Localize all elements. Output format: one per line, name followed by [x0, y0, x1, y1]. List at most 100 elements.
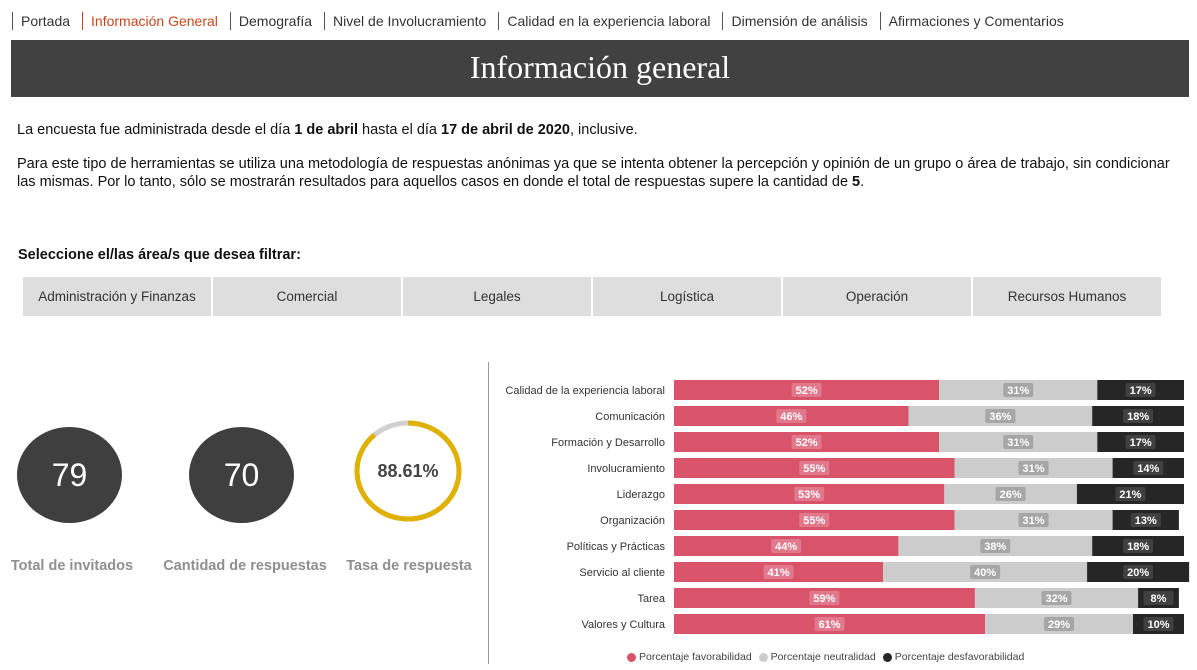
nav-tab-1[interactable]: Información General: [82, 12, 226, 30]
data-label: 13%: [1135, 515, 1157, 527]
nav-tab-0[interactable]: Portada: [12, 12, 78, 30]
legend-item: Porcentaje neutralidad: [758, 651, 876, 663]
category-label: Tarea: [637, 593, 665, 605]
bar-segment[interactable]: [939, 432, 1098, 452]
data-label: 8%: [1151, 593, 1167, 605]
intro-text: La encuesta fue administrada desde el dí…: [17, 122, 295, 138]
area-slicer: Administración y Finanzas Comercial Legale…: [23, 277, 1163, 316]
bar-segment[interactable]: [674, 484, 945, 504]
anonymity-period: .: [860, 174, 865, 190]
filter-label: Seleccione el/las área/s que desea filtr…: [18, 247, 301, 263]
data-label-background: [776, 409, 807, 423]
bar-segment[interactable]: [674, 536, 899, 556]
data-label: 52%: [796, 385, 818, 397]
kpi-tasa-label: Tasa de respuesta: [346, 558, 472, 574]
bar-segment[interactable]: [674, 432, 940, 452]
nav-tab-2[interactable]: Demografía: [229, 12, 320, 30]
data-label: 14%: [1137, 463, 1159, 475]
bar-segment[interactable]: [674, 510, 955, 530]
data-label-background: [1018, 461, 1049, 475]
data-label: 31%: [1007, 385, 1029, 397]
area-filter-button[interactable]: Recursos Humanos: [973, 277, 1161, 316]
data-label-background: [1018, 513, 1049, 527]
bar-segment[interactable]: [674, 406, 909, 426]
data-label: 41%: [768, 567, 790, 579]
nav-tab-3[interactable]: Nivel de Involucramiento: [324, 12, 494, 30]
area-filter-button[interactable]: Logística: [593, 277, 781, 316]
data-label: 55%: [803, 463, 825, 475]
data-label-background: [791, 383, 822, 397]
bar-segment[interactable]: [974, 588, 1139, 608]
data-label-background: [1143, 591, 1174, 605]
min-responses: 5: [852, 174, 861, 190]
legend-label: Porcentaje favorabilidad: [639, 651, 752, 663]
data-label-background: [814, 617, 845, 631]
bar-segment[interactable]: [1092, 536, 1184, 556]
bar-segment[interactable]: [674, 562, 884, 582]
anonymity-description: Para este tipo de herramientas se utiliz…: [17, 156, 1170, 190]
bar-segment[interactable]: [1087, 562, 1190, 582]
bar-segment[interactable]: [944, 484, 1077, 504]
data-label-background: [1003, 383, 1034, 397]
data-label: 26%: [1000, 489, 1022, 501]
data-label: 36%: [989, 411, 1011, 423]
bar-segment[interactable]: [1092, 406, 1184, 426]
area-filter-button[interactable]: Comercial: [213, 277, 401, 316]
page-title: Información general: [469, 49, 731, 85]
data-label-background: [1123, 409, 1154, 423]
bar-segment[interactable]: [674, 380, 940, 400]
data-label: 17%: [1130, 437, 1152, 449]
bar-segment[interactable]: [1133, 614, 1184, 634]
bar-segment[interactable]: [1097, 432, 1184, 452]
data-label-background: [995, 487, 1026, 501]
nav-tab-6[interactable]: Afirmaciones y Comentarios: [879, 12, 1072, 30]
data-label-background: [794, 487, 825, 501]
data-label-background: [771, 539, 802, 553]
legend-marker: [627, 652, 636, 662]
category-label: Comunicación: [595, 411, 665, 423]
data-label-background: [1041, 591, 1072, 605]
section-divider: [488, 362, 489, 664]
category-label: Valores y Cultura: [581, 619, 665, 631]
bar-segment[interactable]: [939, 380, 1098, 400]
data-label: 31%: [1007, 437, 1029, 449]
area-filter-button[interactable]: Legales: [403, 277, 591, 316]
data-label-background: [970, 565, 1001, 579]
data-label: 31%: [1023, 515, 1045, 527]
kpi-respuestas-circle: 70: [189, 427, 294, 523]
bar-segment[interactable]: [954, 510, 1113, 530]
data-label-background: [1123, 539, 1154, 553]
bar-segment[interactable]: [674, 458, 955, 478]
data-label-background: [1125, 435, 1156, 449]
bar-segment[interactable]: [1097, 380, 1184, 400]
kpi-invitados-label: Total de invitados: [10, 558, 134, 574]
page-navigation: Portada Información General Demografía Nive…: [12, 12, 1076, 30]
bar-segment[interactable]: [1138, 588, 1179, 608]
bar-segment[interactable]: [908, 406, 1093, 426]
bar-segment[interactable]: [1076, 484, 1184, 504]
bar-segment[interactable]: [898, 536, 1093, 556]
legend-item: Porcentaje favorabilidad: [627, 651, 752, 663]
bar-segment[interactable]: [1112, 458, 1184, 478]
bar-segment[interactable]: [954, 458, 1113, 478]
data-label: 10%: [1147, 619, 1169, 631]
data-label: 46%: [780, 411, 802, 423]
bar-segment[interactable]: [985, 614, 1133, 634]
category-label: Involucramiento: [587, 463, 665, 475]
kpi-tasa-value: 88.61%: [377, 460, 439, 481]
area-filter-button[interactable]: Administración y Finanzas: [23, 277, 211, 316]
nav-tab-5[interactable]: Dimensión de análisis: [722, 12, 875, 30]
data-label: 55%: [803, 515, 825, 527]
bar-segment[interactable]: [674, 588, 975, 608]
data-label: 20%: [1127, 567, 1149, 579]
legend-marker: [882, 652, 892, 662]
bar-segment[interactable]: [883, 562, 1088, 582]
nav-tab-4[interactable]: Calidad en la experiencia laboral: [498, 12, 718, 30]
kpi-respuestas-label: Cantidad de respuestas: [163, 558, 327, 574]
start-date: 1 de abril: [294, 122, 358, 138]
data-label: 17%: [1130, 385, 1152, 397]
bar-segment[interactable]: [1112, 510, 1179, 530]
area-filter-button[interactable]: Operación: [783, 277, 971, 316]
bar-segment[interactable]: [674, 614, 986, 634]
legend-marker: [758, 652, 768, 662]
